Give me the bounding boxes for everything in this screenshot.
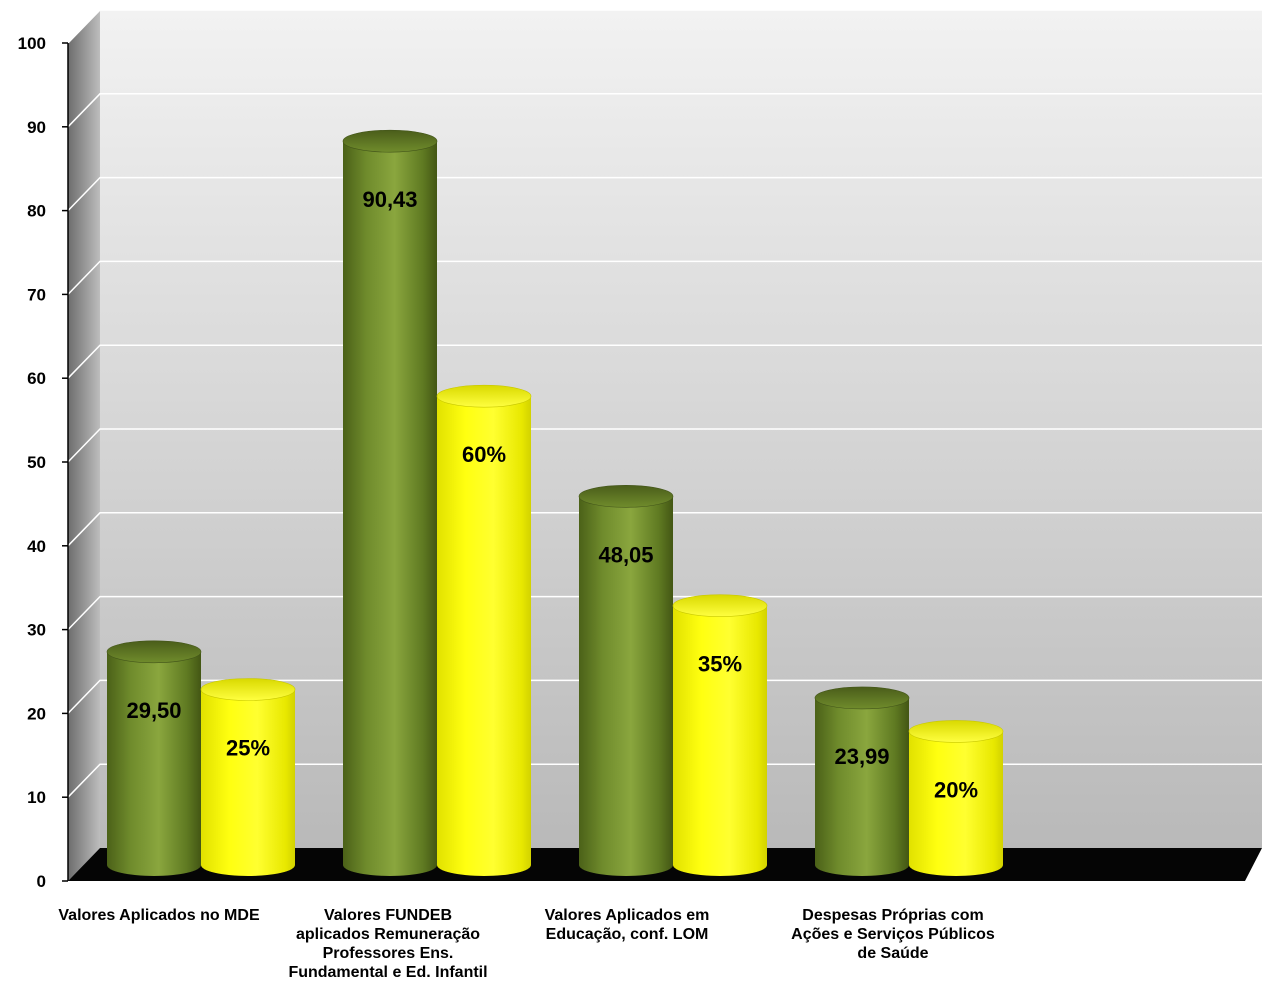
category-label: Despesas Próprias com Ações e Serviços Pú… [791, 907, 995, 962]
data-label: 90,43 [362, 187, 417, 212]
y-tick-label: 70 [27, 285, 46, 304]
bar-top [672, 594, 768, 618]
data-label: 60% [462, 442, 506, 467]
y-tick-label: 40 [27, 537, 46, 556]
bar-top [200, 678, 296, 701]
data-label: 20% [934, 777, 978, 802]
bar-minimum [672, 594, 768, 876]
bar-top [106, 640, 202, 664]
gridline [67, 93, 1262, 128]
y-tick-label: 20 [27, 704, 46, 723]
bar-body [201, 689, 295, 876]
gridline [67, 176, 1262, 212]
bar-minimum [200, 678, 296, 876]
gridline [67, 679, 1262, 714]
bar-actual [106, 640, 202, 876]
gridline [67, 428, 1262, 463]
y-tick-label: 50 [27, 453, 46, 472]
bar-top [578, 485, 674, 508]
data-label: 35% [698, 652, 742, 677]
bar-actual [814, 686, 910, 876]
bar-body [673, 605, 767, 876]
gridline [67, 512, 1262, 547]
bar-actual [342, 129, 438, 876]
data-label: 25% [226, 736, 270, 761]
bar-actual [578, 485, 674, 876]
category-label: Valores FUNDEB aplicados Remuneração Profe… [288, 907, 487, 981]
bar-top [436, 384, 532, 408]
y-tick-label: 80 [27, 202, 46, 221]
gridline [67, 260, 1262, 295]
bar-minimum [436, 384, 532, 876]
y-tick-label: 30 [27, 621, 46, 640]
category-label: Valores Aplicados em Educação, conf. LOM [545, 907, 710, 943]
data-label: 23,99 [834, 744, 889, 769]
y-tick-label: 100 [18, 34, 46, 53]
y-tick-label: 10 [27, 788, 46, 807]
bar-body [343, 141, 437, 876]
bar-body [107, 651, 201, 876]
bar-top [342, 129, 438, 153]
bar-body [909, 731, 1003, 876]
bar-top [814, 686, 910, 710]
y-tick-label: 0 [37, 872, 46, 891]
bar-top [908, 720, 1004, 743]
y-tick-label: 60 [27, 369, 46, 388]
category-label: Valores Aplicados no MDE [58, 907, 260, 924]
bar-body [815, 697, 909, 876]
y-tick-label: 90 [27, 118, 46, 137]
data-label: 48,05 [598, 542, 653, 567]
gridline [67, 344, 1262, 379]
gridline [67, 595, 1262, 631]
bar-body [437, 396, 531, 876]
data-label: 29,50 [126, 698, 181, 723]
gridline [67, 9, 1262, 44]
bar-minimum [908, 720, 1004, 876]
bar-body [579, 496, 673, 876]
